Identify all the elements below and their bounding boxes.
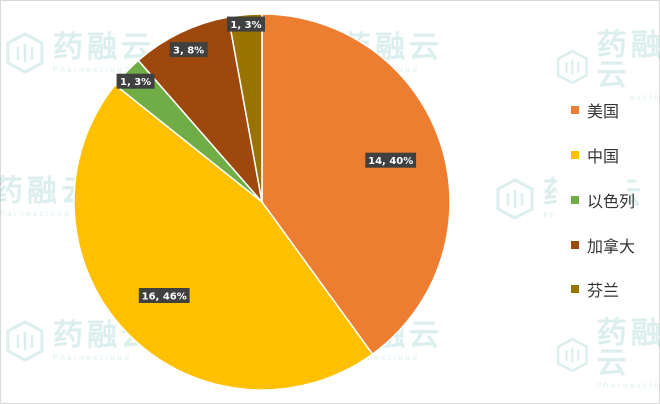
pie-slice (137, 16, 264, 205)
legend-item: 中国 (571, 145, 620, 166)
data-label: 16, 46% (142, 292, 187, 303)
pie-slice (261, 13, 451, 356)
legend-label: 以色列 (587, 192, 636, 211)
legend-label: 芬兰 (587, 281, 620, 300)
legend-item: 以色列 (571, 190, 636, 211)
data-label-box (227, 16, 265, 32)
data-label-box (138, 288, 190, 303)
legend-item: 美国 (571, 100, 620, 121)
legend-item: 芬兰 (571, 279, 620, 300)
legend-swatch (571, 106, 579, 114)
legend-swatch (571, 285, 579, 293)
legend-item: 加拿大 (571, 235, 636, 256)
pie-slice (73, 83, 374, 391)
chart-legend: 美国 中国 以色列 加拿大 芬兰 (557, 94, 635, 304)
data-label: 3, 8% (173, 46, 204, 57)
data-label: 14, 40% (368, 156, 413, 167)
data-label-box (169, 42, 208, 58)
legend-label: 加拿大 (587, 237, 636, 256)
data-label-box (365, 152, 417, 168)
legend-swatch (571, 196, 579, 204)
legend-label: 美国 (587, 102, 620, 121)
data-label: 1, 3% (230, 20, 261, 31)
legend-swatch (571, 241, 579, 249)
legend-label: 中国 (587, 147, 620, 166)
legend-swatch (571, 151, 579, 159)
data-label-box (116, 73, 155, 89)
data-label: 1, 3% (120, 77, 151, 88)
